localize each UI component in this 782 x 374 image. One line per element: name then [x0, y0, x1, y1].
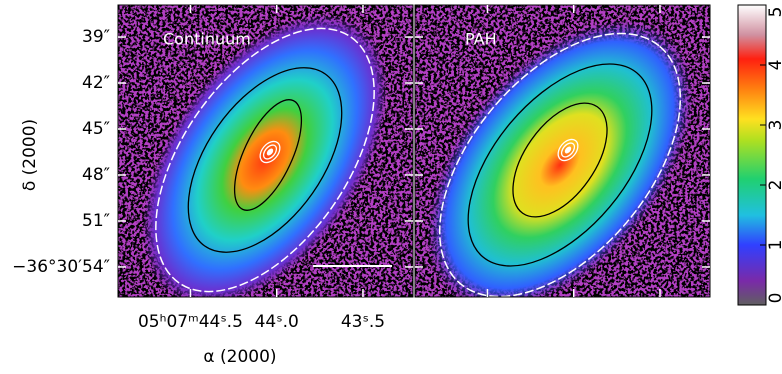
colorbar-tick-label: 2: [766, 180, 782, 191]
panel-label: Continuum: [163, 30, 251, 49]
colorbar-tick-label: 1: [766, 240, 782, 251]
colorbar-tick-label: 3: [766, 120, 782, 131]
y-tick-label: 48″: [82, 165, 110, 185]
continuum-image: [118, 5, 413, 297]
colorbar: [737, 4, 767, 306]
x-axis-label: α (2000): [203, 347, 276, 367]
y-tick-label: 51″: [82, 211, 110, 231]
x-tick-label: 05ʰ07ᵐ44ˢ.5: [138, 312, 243, 332]
colorbar-tick-label: 5: [766, 7, 782, 18]
panel-label: PAH: [465, 30, 497, 49]
y-tick-label: 45″: [82, 119, 110, 139]
y-tick-label: 42″: [82, 73, 110, 93]
y-axis-label: δ (2000): [20, 119, 40, 191]
colorbar-tick-label: 4: [766, 60, 782, 71]
colorbar-tick-label: 0: [766, 293, 782, 304]
y-tick-label: −36°30′54″: [12, 257, 110, 277]
y-tick-label: 39″: [82, 27, 110, 47]
pah-image: [415, 5, 710, 297]
x-tick-label: 44ˢ.0: [255, 312, 299, 332]
x-tick-label: 43ˢ.5: [341, 312, 385, 332]
